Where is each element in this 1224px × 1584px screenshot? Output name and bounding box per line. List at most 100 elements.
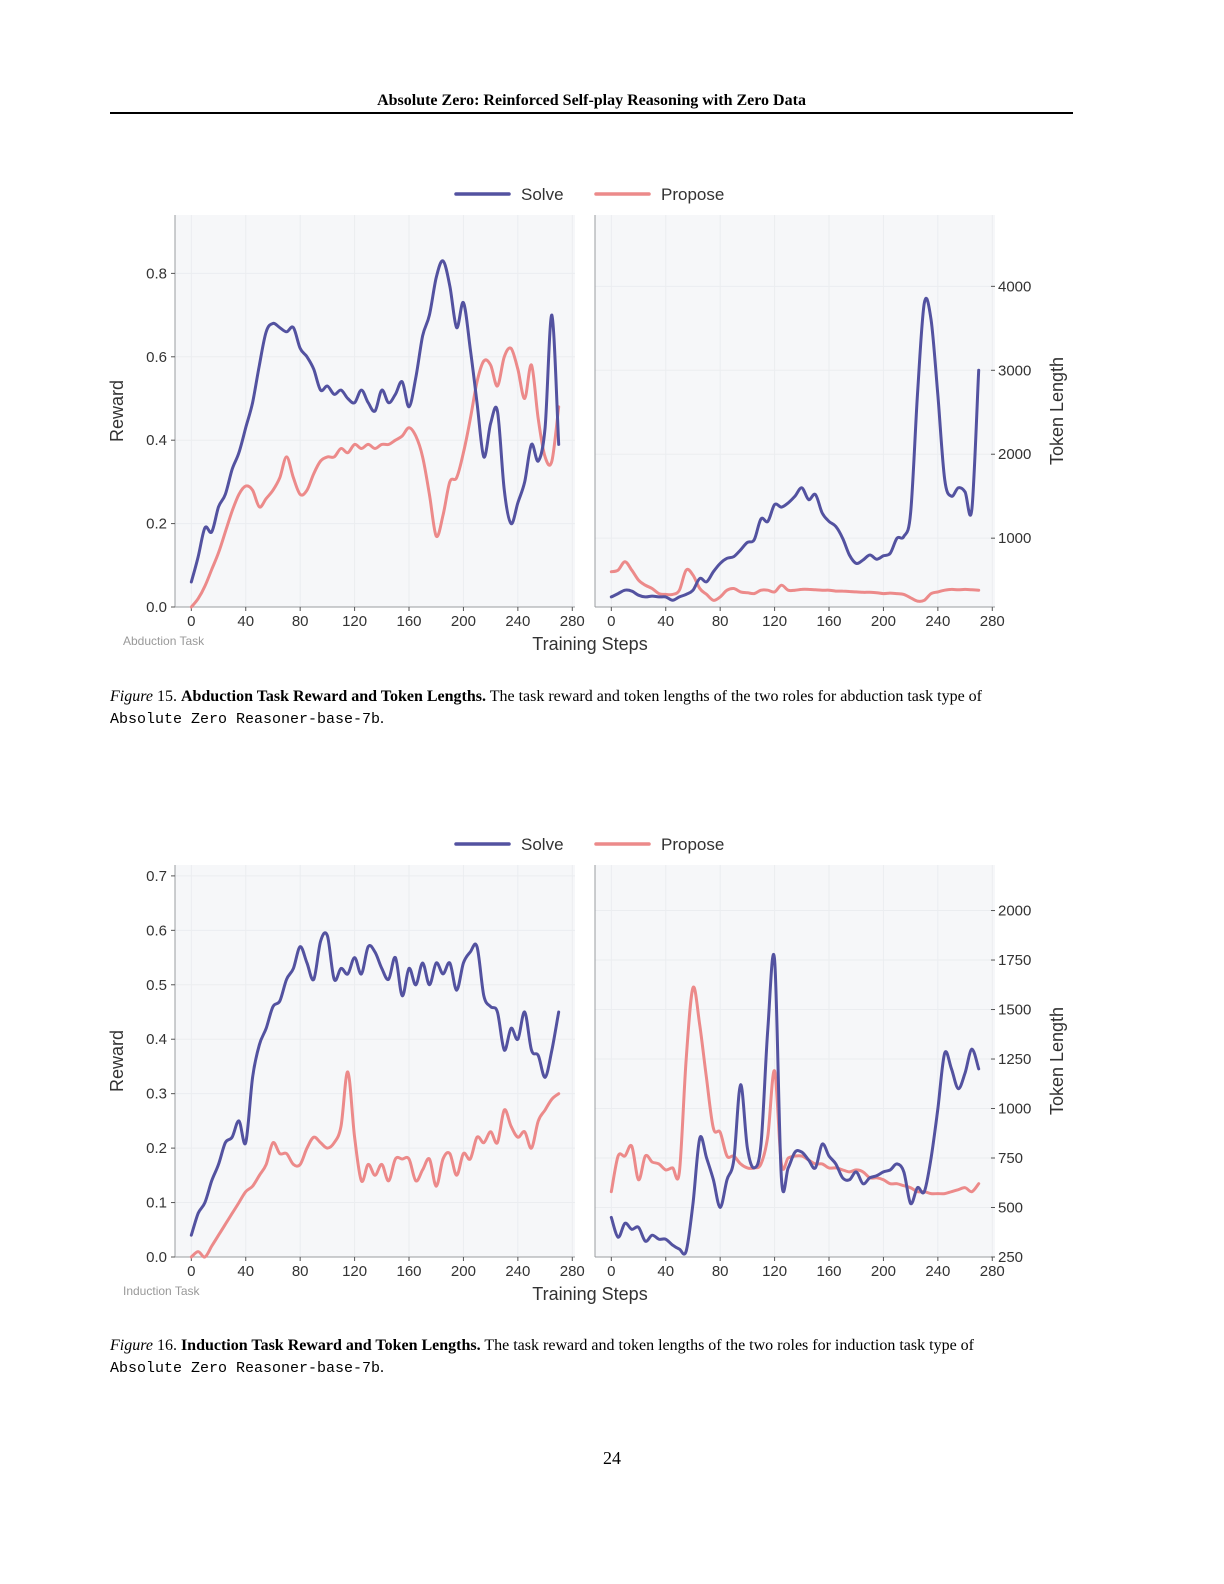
y-tick-label: 0.0	[146, 1249, 167, 1266]
y-tick-label: 0.2	[146, 516, 167, 533]
task-corner-label: Abduction Task	[123, 634, 205, 648]
caption-number: 16.	[156, 1337, 177, 1354]
x-tick-label: 280	[560, 613, 585, 630]
caption-number: 15.	[156, 688, 177, 705]
fig15-reward-panel: 0 40 80 120 160 200 240 280 0.0 0.2 0.4 0.6 0.8 Rewar…	[107, 215, 585, 630]
x-tick-label: 240	[505, 613, 530, 630]
plot-background	[595, 215, 995, 607]
y-tick-label: 2000	[998, 446, 1031, 463]
caption-title: Induction Task Reward and Token Lengths.	[180, 1337, 481, 1354]
x-tick-label: 0	[187, 613, 195, 630]
y-tick-label: 0.4	[146, 432, 167, 449]
y-tick-label: 2000	[998, 903, 1031, 920]
x-tick-label: 0	[607, 1263, 615, 1280]
caption-end: .	[380, 1359, 385, 1376]
x-tick-label: 240	[505, 1263, 530, 1280]
series-line-solve	[609, 296, 981, 602]
y-tick-label: 0.8	[146, 265, 167, 282]
x-axis-label: Training Steps	[532, 634, 647, 654]
x-tick-label: 0	[187, 1263, 195, 1280]
x-tick-label: 280	[980, 613, 1005, 630]
y-tick-label: 750	[998, 1150, 1023, 1167]
caption-text: The task reward and token lengths of the…	[489, 688, 982, 705]
x-tick-label: 280	[560, 1263, 585, 1280]
series-line-solve	[609, 953, 981, 1256]
y-tick-label: 0.2	[146, 1140, 167, 1157]
y-axis-label: Reward	[107, 380, 127, 442]
x-tick-label: 120	[762, 613, 787, 630]
x-tick-label: 0	[607, 613, 615, 630]
x-tick-label: 200	[451, 613, 476, 630]
x-tick-label: 160	[396, 613, 421, 630]
x-tick-label: 40	[657, 613, 674, 630]
legend-label-solve: Solve	[521, 185, 564, 204]
x-tick-label: 40	[237, 1263, 254, 1280]
series-line-propose	[609, 560, 981, 603]
x-tick-label: 200	[451, 1263, 476, 1280]
legend: Solve Propose	[454, 185, 724, 204]
y-tick-label: 0.0	[146, 599, 167, 616]
y-tick-label: 0.1	[146, 1195, 167, 1212]
caption-code: Absolute Zero Reasoner-base-7b	[110, 711, 381, 728]
legend-label-solve: Solve	[521, 835, 564, 854]
y-tick-label: 1000	[998, 530, 1031, 547]
series-line-propose	[189, 346, 561, 609]
x-tick-label: 240	[925, 1263, 950, 1280]
x-tick-label: 280	[980, 1263, 1005, 1280]
x-tick-label: 240	[925, 613, 950, 630]
figure-16-chart: 0 40 80 120 160 200 240 280 0.0 0.1 0.2 0.3 0.4 0.5 0.…	[107, 835, 1067, 1304]
caption-text: The task reward and token lengths of the…	[484, 1337, 975, 1354]
y-axis-label: Token Length	[1047, 1007, 1067, 1115]
y-axis-label: Reward	[107, 1030, 127, 1092]
figure-15-caption: Figure 15. Abduction Task Reward and Tok…	[110, 686, 1073, 731]
y-tick-label: 250	[998, 1249, 1023, 1266]
x-tick-label: 80	[712, 613, 729, 630]
legend-label-propose: Propose	[661, 835, 724, 854]
legend-label-propose: Propose	[661, 185, 724, 204]
x-tick-label: 120	[342, 613, 367, 630]
x-tick-label: 120	[342, 1263, 367, 1280]
x-tick-label: 80	[712, 1263, 729, 1280]
x-tick-label: 160	[816, 1263, 841, 1280]
y-tick-label: 4000	[998, 278, 1031, 295]
running-head: Absolute Zero: Reinforced Self-play Reas…	[377, 92, 806, 109]
series-line-propose	[189, 1070, 561, 1259]
x-tick-label: 40	[237, 613, 254, 630]
y-tick-label: 500	[998, 1200, 1023, 1217]
caption-label: Figure	[110, 688, 153, 705]
y-tick-label: 0.6	[146, 349, 167, 366]
y-tick-label: 0.3	[146, 1086, 167, 1103]
x-tick-label: 120	[762, 1263, 787, 1280]
x-tick-label: 80	[292, 1263, 309, 1280]
y-tick-label: 1250	[998, 1051, 1031, 1068]
caption-code: Absolute Zero Reasoner-base-7b	[110, 1360, 381, 1377]
page-number: 24	[603, 1448, 621, 1468]
y-tick-label: 0.5	[146, 977, 167, 994]
plot-background	[595, 865, 995, 1257]
y-tick-label: 0.4	[146, 1031, 167, 1048]
y-axis-label: Token Length	[1047, 357, 1067, 465]
task-corner-label: Induction Task	[123, 1284, 200, 1298]
header-rule	[110, 112, 1073, 114]
caption-label: Figure	[110, 1337, 153, 1354]
y-tick-label: 3000	[998, 362, 1031, 379]
caption-title: Abduction Task Reward and Token Lengths.	[180, 688, 486, 705]
y-tick-label: 1750	[998, 952, 1031, 969]
plot-background	[175, 865, 575, 1257]
y-tick-label: 0.7	[146, 868, 167, 885]
x-axis-label: Training Steps	[532, 1284, 647, 1304]
y-tick-label: 1000	[998, 1101, 1031, 1118]
x-tick-label: 200	[871, 613, 896, 630]
x-tick-label: 40	[657, 1263, 674, 1280]
x-tick-label: 160	[396, 1263, 421, 1280]
x-tick-label: 200	[871, 1263, 896, 1280]
caption-end: .	[380, 710, 385, 727]
legend: Solve Propose	[454, 835, 724, 854]
series-line-solve	[189, 259, 561, 584]
x-tick-label: 160	[816, 613, 841, 630]
figure-15-chart: 0 40 80 120 160 200 240 280 0.0 0.2 0.4 0.6 0.8 Rewar…	[107, 185, 1067, 654]
fig16-reward-panel: 0 40 80 120 160 200 240 280 0.0 0.1 0.2 0.3 0.4 0.5 0.…	[107, 865, 585, 1280]
y-tick-label: 0.6	[146, 922, 167, 939]
fig15-token_length-panel: 0 40 80 120 160 200 240 280 1000 2000 3000 4000 Toke…	[594, 215, 1067, 630]
